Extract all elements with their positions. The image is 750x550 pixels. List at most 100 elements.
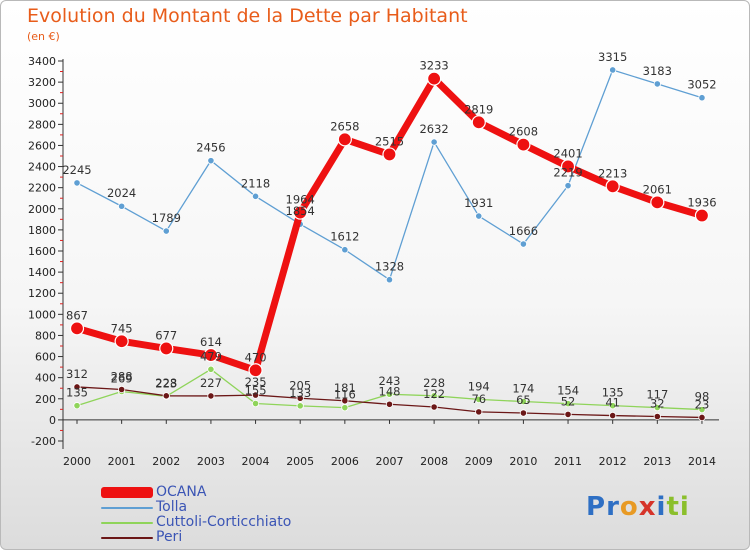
data-label: 205: [289, 378, 311, 392]
data-point: [430, 138, 438, 146]
x-tick-label: 2006: [331, 455, 359, 468]
chart-title: Evolution du Montant de la Dette par Hab…: [27, 5, 468, 27]
data-point: [694, 208, 710, 223]
data-label: 155: [245, 384, 267, 398]
x-tick-label: 2000: [63, 455, 91, 468]
data-point: [609, 66, 617, 74]
y-tick-label: -200: [31, 435, 56, 448]
data-point: [207, 365, 215, 373]
data-label: 3315: [598, 50, 627, 64]
data-label: 1936: [687, 196, 716, 210]
data-label: 1612: [330, 230, 359, 244]
legend-label: Tolla: [156, 499, 188, 515]
chart-subtitle: (en €): [27, 30, 60, 43]
data-label: 228: [423, 376, 445, 390]
data-label: 116: [334, 388, 356, 402]
data-label: 122: [423, 387, 445, 401]
data-point: [296, 394, 304, 402]
data-label: 52: [561, 394, 576, 408]
y-tick-label: 2600: [28, 139, 56, 152]
data-point: [162, 227, 170, 235]
data-label: 1328: [375, 260, 404, 274]
data-label: 1854: [286, 204, 315, 218]
x-tick-label: 2004: [242, 455, 270, 468]
data-point: [337, 132, 352, 147]
data-point: [475, 395, 483, 404]
data-point: [516, 137, 531, 152]
data-label: 228: [155, 376, 177, 390]
data-point: [427, 71, 442, 86]
data-label: 3052: [687, 78, 716, 92]
x-tick-label: 2002: [152, 455, 180, 468]
data-label: 135: [66, 386, 88, 400]
data-label: 41: [605, 396, 620, 410]
y-tick-label: 0: [49, 414, 56, 427]
data-label: 76: [471, 392, 486, 406]
data-label: 745: [111, 321, 133, 335]
data-point: [341, 397, 349, 405]
data-point: [653, 412, 661, 421]
data-point: [207, 392, 215, 400]
data-label: 154: [557, 384, 579, 398]
data-point: [385, 276, 394, 284]
x-tick-label: 2010: [509, 455, 537, 468]
y-tick-label: 2000: [28, 203, 56, 216]
data-label: 223: [155, 376, 177, 390]
legend-label: Peri: [156, 529, 183, 545]
y-tick-label: 200: [35, 393, 56, 406]
y-tick-label: 1600: [28, 245, 56, 258]
y-tick-label: 1200: [28, 287, 56, 300]
data-label: 312: [66, 367, 88, 381]
legend: OCANA Tolla Cuttoli-Corticchiato Peri: [101, 485, 291, 545]
x-tick-label: 2005: [286, 455, 314, 468]
data-label: 1931: [464, 196, 493, 210]
data-label: 181: [334, 381, 356, 395]
legend-item: Tolla: [101, 500, 291, 515]
data-point: [251, 399, 260, 408]
brand-logo: Proxiti: [586, 492, 690, 522]
y-tick-label: 3000: [28, 97, 56, 110]
data-label: 3233: [419, 59, 448, 73]
data-label: 269: [111, 371, 133, 385]
data-point: [519, 397, 528, 406]
data-label: 614: [200, 335, 222, 349]
data-point: [430, 392, 438, 400]
data-label: 2608: [509, 125, 538, 139]
data-point: [73, 402, 81, 410]
data-label: 677: [155, 328, 177, 342]
y-tick-label: 800: [35, 329, 56, 342]
data-label: 148: [379, 384, 401, 398]
y-tick-label: 600: [35, 351, 56, 364]
data-label: 2219: [553, 166, 582, 180]
legend-swatch: [101, 536, 153, 539]
data-point: [118, 385, 126, 394]
data-label: 2515: [375, 134, 404, 148]
data-point: [698, 94, 706, 102]
data-point: [162, 392, 170, 400]
x-tick-label: 2007: [375, 455, 403, 468]
data-point: [385, 400, 394, 408]
x-tick-label: 2014: [688, 455, 716, 468]
legend-swatch: [101, 521, 153, 524]
data-point: [471, 115, 486, 130]
data-label: 479: [200, 349, 222, 363]
data-point: [385, 390, 394, 398]
data-label: 2245: [62, 163, 91, 177]
data-label: 174: [512, 382, 534, 396]
data-point: [564, 182, 572, 190]
data-label: 65: [516, 393, 531, 407]
data-point: [203, 347, 219, 363]
data-label: 2632: [419, 122, 448, 136]
data-point: [73, 179, 81, 187]
data-label: 2061: [643, 182, 672, 196]
data-label: 98: [695, 390, 710, 404]
data-point: [698, 413, 706, 422]
data-point: [114, 334, 129, 349]
data-label: 235: [245, 375, 267, 389]
logo-letter: i: [656, 492, 667, 522]
data-point: [519, 240, 528, 248]
data-label: 1964: [286, 193, 315, 207]
data-label: 243: [379, 374, 401, 388]
x-tick-label: 2008: [420, 455, 448, 468]
